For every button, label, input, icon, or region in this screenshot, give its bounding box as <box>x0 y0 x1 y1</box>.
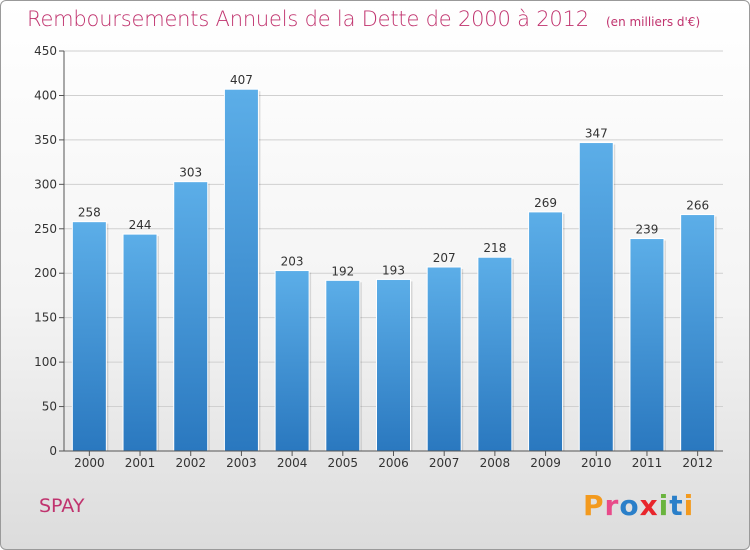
x-tick-label: 2001 <box>125 456 156 470</box>
bar-value-label: 303 <box>179 166 202 180</box>
bar-value-label: 207 <box>433 251 456 265</box>
bar-value-label: 266 <box>686 199 709 213</box>
bars: 258 244 303 407 203 192 193 207 218 269 347 239 266 <box>71 73 717 452</box>
bar-value-label: 218 <box>483 241 506 255</box>
y-tick-label: 250 <box>34 222 57 236</box>
bar-value-label: 258 <box>78 206 101 220</box>
x-tick-label: 2009 <box>530 456 561 470</box>
x-tick-label: 2005 <box>328 456 359 470</box>
bar <box>426 266 462 452</box>
brand-letter: i <box>683 489 695 522</box>
y-tick-label: 0 <box>49 444 57 458</box>
bar <box>122 233 158 452</box>
commune-label: SPAY <box>39 495 85 517</box>
bar-value-label: 407 <box>230 73 253 87</box>
x-tick-label: 2006 <box>378 456 409 470</box>
brand-letter: r <box>604 489 620 522</box>
y-tick-label: 400 <box>34 88 57 102</box>
brand-letter: x <box>639 489 659 522</box>
bar-value-label: 203 <box>281 255 304 269</box>
x-tick-label: 2010 <box>581 456 612 470</box>
bar <box>325 279 361 452</box>
y-tick-label: 200 <box>34 266 57 280</box>
y-tick-label: 150 <box>34 311 57 325</box>
bar <box>528 211 564 452</box>
axes: 0 50 100 150 200 250 300 350 400 450 2000 2001 2002 2… <box>34 44 723 470</box>
chart-title: Remboursements Annuels de la Dette de 20… <box>27 7 589 31</box>
bar <box>477 256 513 452</box>
bar <box>629 238 665 452</box>
bar-value-label: 193 <box>382 263 405 277</box>
y-tick-label: 100 <box>34 355 57 369</box>
bar-value-label: 347 <box>585 127 608 141</box>
y-tick-label: 300 <box>34 177 57 191</box>
brand-letter: t <box>669 489 684 522</box>
bar <box>376 278 411 452</box>
x-tick-label: 2011 <box>632 456 663 470</box>
brand-letter: P <box>583 489 605 522</box>
bar <box>223 88 259 452</box>
bar <box>578 142 614 452</box>
y-tick-label: 50 <box>42 400 57 414</box>
chart-unit: (en milliers d'€) <box>606 15 701 29</box>
bar <box>680 214 716 452</box>
x-tick-label: 2012 <box>682 456 713 470</box>
x-tick-label: 2000 <box>74 456 105 470</box>
brand-letter: o <box>619 489 640 522</box>
x-tick-label: 2004 <box>277 456 308 470</box>
x-tick-label: 2003 <box>226 456 257 470</box>
x-tick-label: 2008 <box>480 456 511 470</box>
bar-value-label: 239 <box>636 223 659 237</box>
bar <box>274 270 310 452</box>
x-tick-label: 2007 <box>429 456 460 470</box>
y-tick-label: 350 <box>34 133 57 147</box>
bar <box>71 221 107 452</box>
bar <box>173 181 209 452</box>
x-tick-label: 2002 <box>175 456 206 470</box>
chart-title-group: Remboursements Annuels de la Dette de 20… <box>27 7 700 31</box>
y-tick-label: 450 <box>34 44 57 58</box>
bar-value-label: 269 <box>534 196 557 210</box>
bar-value-label: 244 <box>129 218 152 232</box>
bar-value-label: 192 <box>331 264 354 278</box>
brand-letter: i <box>658 489 670 522</box>
brand-logo: Proxiti <box>583 489 694 522</box>
